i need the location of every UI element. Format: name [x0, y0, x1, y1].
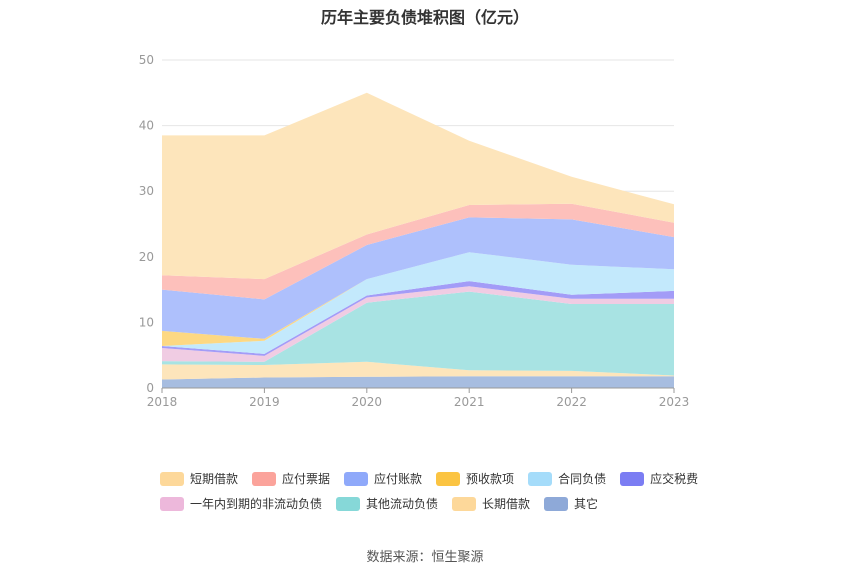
- axis-layer: 0 10 20 30 40 50 2018 2019 2020 2021 2022 2023: [139, 53, 690, 409]
- x-tick-label: 2019: [249, 395, 280, 409]
- legend-item[interactable]: 其他流动负债: [336, 495, 438, 512]
- area-series-layer: [162, 92, 674, 388]
- legend-label: 一年内到期的非流动负债: [190, 497, 323, 511]
- legend-swatch: [160, 496, 184, 511]
- x-tick-label: 2021: [454, 395, 485, 409]
- area-series-其他流动负债: [162, 291, 674, 376]
- area-series-短期借款: [162, 92, 674, 280]
- area-series-一年内到期的非流动负债: [162, 286, 674, 362]
- legend-swatch: [452, 496, 477, 511]
- legend-swatch: [344, 471, 369, 486]
- legend-item[interactable]: 短期借款: [160, 470, 238, 487]
- legend-label: 应交税费: [650, 472, 699, 486]
- legend-label: 长期借款: [482, 497, 531, 511]
- x-tick-label: 2023: [659, 395, 690, 409]
- y-tick-label: 10: [139, 315, 154, 329]
- area-series-合同负债: [162, 252, 674, 354]
- legend-swatch: [528, 471, 553, 486]
- legend-label: 短期借款: [190, 472, 239, 486]
- source-note: 数据来源：恒生聚源: [366, 550, 484, 565]
- area-series-其它: [162, 376, 674, 388]
- legend-swatch: [436, 471, 461, 486]
- area-series-应付票据: [162, 203, 674, 300]
- legend-swatch: [620, 471, 645, 486]
- legend-item[interactable]: 长期借款: [452, 495, 530, 512]
- legend-label: 应付票据: [282, 472, 331, 486]
- legend-label: 其它: [574, 497, 599, 511]
- legend-swatch: [252, 471, 277, 486]
- chart-title: 历年主要负债堆积图（亿元）: [320, 8, 529, 27]
- legend-item[interactable]: 应付票据: [252, 470, 330, 487]
- legend-row-2: 一年内到期的非流动负债 其他流动负债 长期借款 其它: [160, 495, 720, 512]
- x-tick-label: 2018: [147, 395, 178, 409]
- legend-label: 合同负债: [558, 472, 607, 486]
- area-series-预收款项: [162, 252, 674, 346]
- legend-item[interactable]: 应交税费: [620, 470, 698, 487]
- y-tick-label: 20: [139, 250, 154, 264]
- legend: 短期借款 应付票据 应付账款 预收款项 合同负债 应交税费 一年内到期的非流动负债 其他流动…: [160, 470, 720, 520]
- y-tick-label: 40: [139, 119, 154, 133]
- y-tick-label: 0: [146, 381, 154, 395]
- x-tick-label: 2020: [352, 395, 383, 409]
- area-series-长期借款: [162, 361, 674, 380]
- x-tick-label: 2022: [556, 395, 587, 409]
- y-tick-label: 50: [139, 53, 154, 67]
- legend-swatch: [544, 496, 569, 511]
- legend-label: 预收款项: [466, 472, 515, 486]
- legend-item[interactable]: 应付账款: [344, 470, 422, 487]
- legend-row-1: 短期借款 应付票据 应付账款 预收款项 合同负债 应交税费: [160, 470, 720, 487]
- legend-label: 其他流动负债: [366, 497, 439, 511]
- legend-item[interactable]: 其它: [544, 495, 598, 512]
- legend-item[interactable]: 一年内到期的非流动负债: [160, 495, 322, 512]
- legend-swatch: [336, 496, 361, 511]
- legend-swatch: [160, 471, 184, 486]
- legend-label: 应付账款: [374, 472, 423, 486]
- y-tick-label: 30: [139, 184, 154, 198]
- legend-item[interactable]: 合同负债: [528, 470, 606, 487]
- legend-item[interactable]: 预收款项: [436, 470, 514, 487]
- area-series-应付账款: [162, 217, 674, 339]
